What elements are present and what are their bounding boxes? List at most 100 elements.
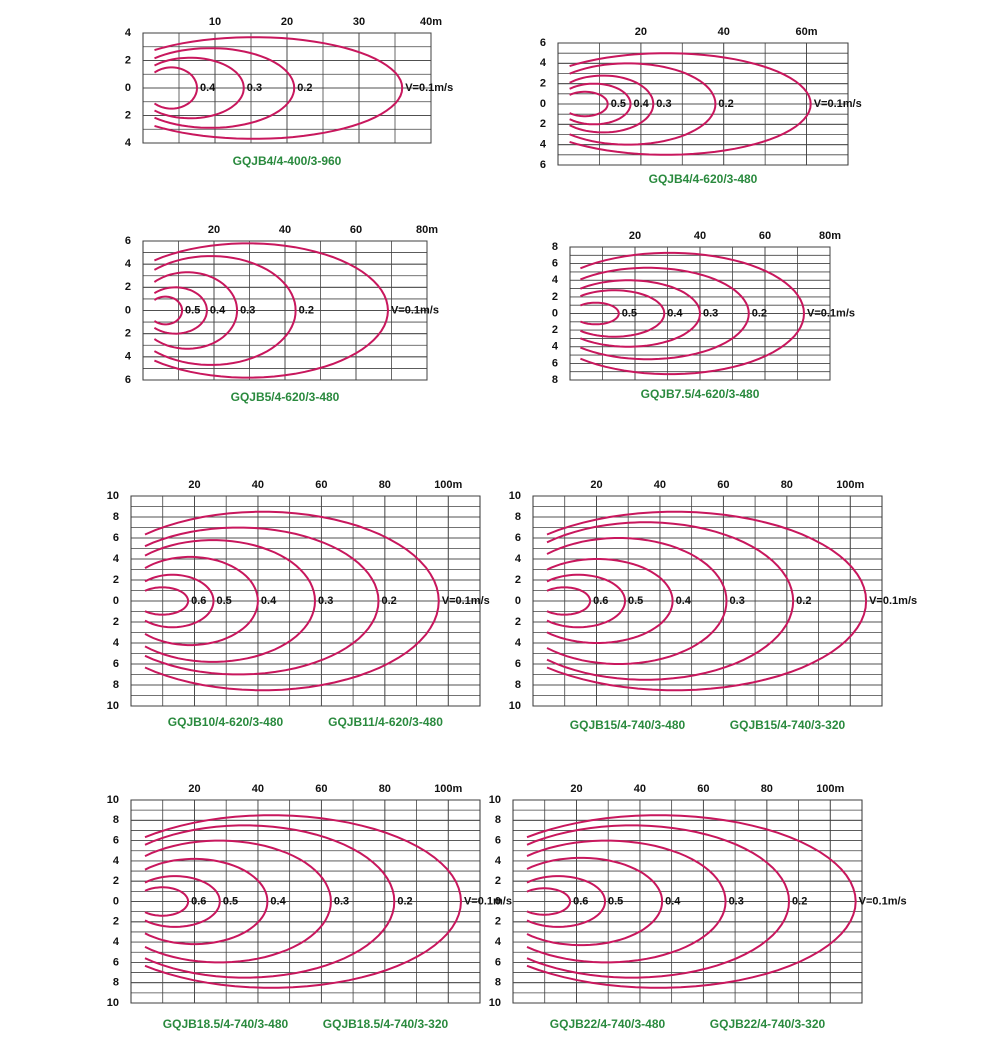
- x-tick-label: 100m: [836, 479, 864, 491]
- contour-label: 0.4: [676, 595, 692, 607]
- velocity-contour: [144, 814, 463, 989]
- contour-label: 0.2: [299, 304, 314, 316]
- y-tick-label: 6: [125, 374, 131, 386]
- x-tick-label: 10: [209, 16, 221, 28]
- contour-label: 0.4: [667, 307, 683, 319]
- velocity-contour: [153, 66, 199, 110]
- x-tick-label: 20: [188, 479, 200, 491]
- y-tick-label: 2: [495, 916, 501, 928]
- y-tick-label: 6: [113, 956, 119, 968]
- velocity-contour: [546, 558, 674, 644]
- y-tick-label: 2: [113, 875, 119, 887]
- velocity-contour: [154, 242, 390, 379]
- velocity-contour: [526, 875, 607, 928]
- y-tick-label: 0: [540, 98, 546, 110]
- x-tick-label: 80: [379, 479, 391, 491]
- y-tick-label: 10: [107, 997, 119, 1009]
- velocity-contour: [546, 521, 795, 681]
- y-tick-label: 2: [515, 616, 521, 628]
- y-tick-label: 6: [125, 235, 131, 247]
- x-tick-label: 80m: [416, 224, 438, 236]
- x-tick-label: 100m: [434, 479, 462, 491]
- contour-label: 0.2: [752, 307, 767, 319]
- y-tick-label: 6: [540, 37, 546, 49]
- x-tick-label: 40: [634, 783, 646, 795]
- contour-label: 0.3: [730, 595, 745, 607]
- y-tick-label: 8: [113, 679, 119, 691]
- y-tick-label: 2: [125, 54, 131, 66]
- x-tick-label: 40m: [420, 16, 442, 28]
- contour-label: 0.4: [665, 895, 681, 907]
- y-tick-label: 6: [495, 835, 501, 847]
- velocity-contour: [144, 586, 190, 616]
- x-tick-label: 60: [350, 224, 362, 236]
- contour-label: 0.3: [318, 595, 333, 607]
- y-tick-label: 2: [495, 875, 501, 887]
- y-tick-label: 2: [552, 324, 558, 336]
- velocity-contour: [526, 856, 664, 947]
- y-tick-label: 2: [515, 574, 521, 586]
- velocity-contour: [526, 814, 857, 989]
- y-tick-label: 4: [552, 341, 559, 353]
- contour-label: 0.2: [297, 82, 312, 94]
- y-tick-label: 2: [113, 616, 119, 628]
- caption: GQJB22/4-740/3-480: [550, 1017, 666, 1031]
- velocity-contour: [144, 839, 332, 964]
- velocity-contour: [580, 266, 750, 361]
- y-tick-label: 0: [495, 895, 501, 907]
- x-tick-label: 100m: [816, 783, 844, 795]
- y-tick-label: 8: [515, 511, 521, 523]
- y-tick-label: 6: [515, 532, 521, 544]
- y-tick-label: 8: [552, 241, 558, 253]
- velocity-contour: [144, 526, 380, 676]
- velocity-contour: [569, 74, 655, 134]
- y-tick-label: 2: [125, 281, 131, 293]
- y-tick-label: 10: [489, 794, 501, 806]
- x-tick-label: 20: [590, 479, 602, 491]
- y-tick-label: 4: [495, 855, 502, 867]
- velocity-contour: [580, 301, 620, 326]
- y-tick-label: 6: [113, 532, 119, 544]
- caption: GQJB10/4-620/3-480: [168, 715, 284, 729]
- contour-label: 0.3: [729, 895, 744, 907]
- contour-label: V=0.1m/s: [464, 895, 512, 907]
- x-tick-label: 80: [781, 479, 793, 491]
- contour-label: 0.4: [200, 82, 216, 94]
- x-tick-label: 80m: [819, 230, 841, 242]
- y-tick-label: 4: [125, 351, 132, 363]
- velocity-contour: [526, 839, 727, 964]
- caption: GQJB18.5/4-740/3-480: [163, 1017, 289, 1031]
- y-tick-label: 0: [125, 304, 131, 316]
- x-tick-label: 60: [717, 479, 729, 491]
- y-tick-label: 0: [113, 895, 119, 907]
- y-tick-label: 4: [125, 137, 132, 149]
- velocity-contour: [144, 555, 259, 647]
- y-tick-label: 2: [125, 328, 131, 340]
- y-tick-label: 8: [113, 814, 119, 826]
- x-tick-label: 20: [635, 26, 647, 38]
- y-tick-label: 0: [552, 307, 558, 319]
- velocity-contour: [569, 82, 632, 126]
- y-tick-label: 4: [515, 637, 522, 649]
- contour-label: 0.4: [270, 895, 286, 907]
- x-tick-label: 30: [353, 16, 365, 28]
- velocity-contour: [144, 510, 440, 692]
- velocity-contour: [153, 286, 208, 335]
- y-tick-label: 4: [113, 637, 120, 649]
- velocity-contour: [569, 52, 812, 156]
- y-tick-label: 10: [509, 700, 521, 712]
- y-tick-label: 8: [495, 814, 501, 826]
- y-tick-label: 4: [540, 57, 547, 69]
- caption: GQJB11/4-620/3-480: [328, 715, 443, 729]
- y-tick-label: 2: [113, 916, 119, 928]
- caption: GQJB7.5/4-620/3-480: [641, 387, 760, 401]
- x-tick-label: 40: [694, 230, 706, 242]
- contour-label: 0.2: [718, 98, 733, 110]
- y-tick-label: 6: [552, 258, 558, 270]
- y-tick-label: 4: [113, 855, 120, 867]
- velocity-contour: [153, 295, 184, 326]
- contour-label: 0.3: [656, 98, 671, 110]
- contour-label: V=0.1m/s: [869, 595, 917, 607]
